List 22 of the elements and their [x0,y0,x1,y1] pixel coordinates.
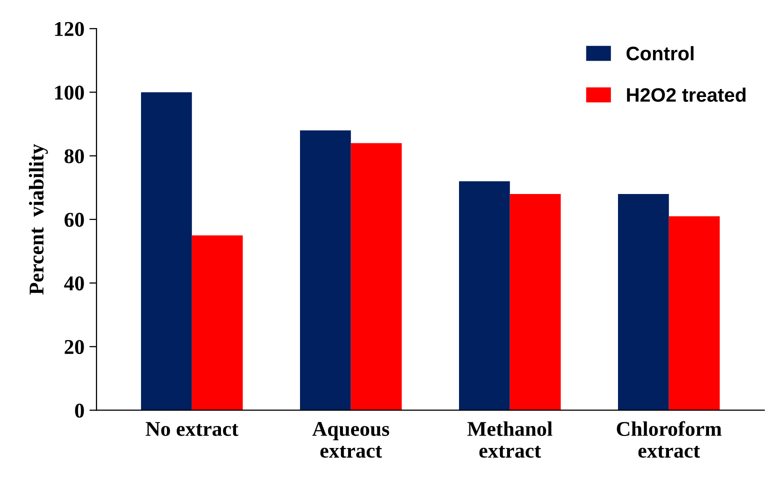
y-tick-label: 60 [64,212,84,227]
x-tick-label: Chloroform extract [616,421,722,458]
y-axis-title: Percent viability [28,144,48,295]
y-tick-label: 80 [64,149,84,164]
legend-label: H2O2 treated [627,88,746,102]
legend-label: Control [626,46,694,60]
x-tick-label: No extract [146,422,238,436]
bar [350,143,402,410]
bar [300,130,351,410]
y-tick-label: 20 [64,340,84,354]
y-tick-label: 120 [55,22,84,36]
bar [192,235,243,410]
bar [618,194,669,410]
bar [459,181,510,410]
bar [141,92,192,410]
bar [668,216,720,410]
x-tick-label: Aqueous extract [312,422,390,458]
y-tick-label: 100 [55,86,84,100]
y-tick-label: 0 [75,404,84,418]
x-tick-label: Methanol extract [467,421,552,458]
bar [510,194,561,410]
y-tick-label: 40 [64,276,84,290]
